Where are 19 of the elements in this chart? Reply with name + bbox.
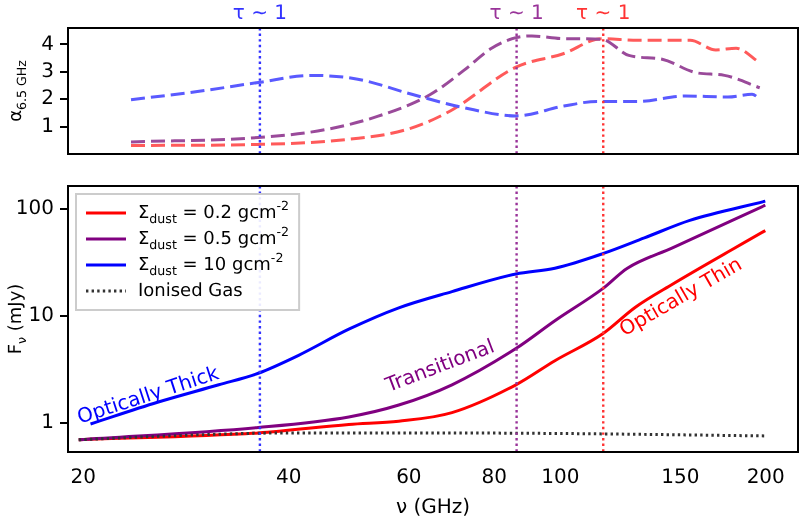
ref-line-label: τ ~ 1: [489, 3, 544, 26]
x-tick-label: 60: [396, 467, 422, 490]
y-tick-label: 100: [15, 198, 54, 221]
y-tick-label: 1: [41, 115, 54, 138]
y-tick-label: 1: [41, 411, 54, 434]
ref-line-label: τ ~ 1: [232, 3, 288, 26]
x-tick-label: 200: [746, 467, 785, 490]
y-tick-label: 3: [41, 61, 54, 84]
x-tick-label: 40: [275, 467, 302, 490]
x-tick-label: 150: [661, 467, 700, 490]
y-tick-label: 2: [41, 88, 54, 111]
x-axis-title: ν (GHz): [395, 497, 471, 520]
x-tick-label: 80: [481, 467, 507, 490]
y-tick-label: 4: [41, 33, 54, 56]
x-tick-label: 20: [70, 467, 96, 490]
x-tick-label: 100: [541, 467, 580, 490]
ref-line-label: τ ~ 1: [576, 3, 631, 26]
legend-label: Ionised Gas: [138, 281, 244, 302]
y-tick-label: 10: [28, 305, 54, 328]
